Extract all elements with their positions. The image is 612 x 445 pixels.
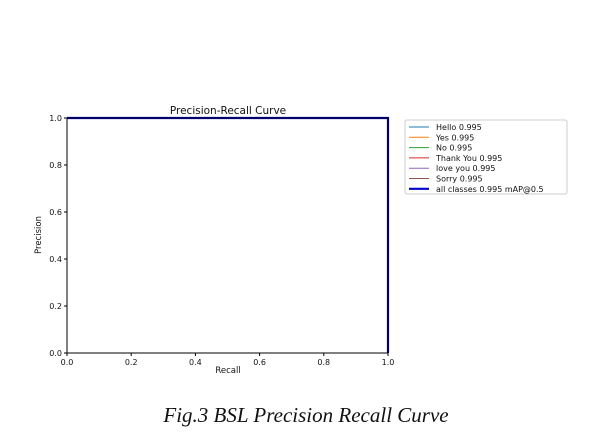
legend-label: Thank You 0.995	[435, 154, 502, 163]
series-line-0	[67, 117, 389, 353]
x-tick-label: 0.8	[317, 358, 330, 367]
y-axis-label: Precision	[34, 216, 44, 254]
chart-title: Precision-Recall Curve	[170, 105, 286, 117]
series-line-1	[67, 117, 389, 353]
plot-frame	[66, 117, 389, 354]
series-line-4	[67, 117, 389, 353]
x-tick-label: 0.2	[125, 358, 138, 367]
y-axis-ticks: 0.0 0.2 0.4 0.6 0.8 1.0	[49, 114, 67, 358]
figure-caption: Fig.3 BSL Precision Recall Curve	[163, 403, 449, 427]
y-tick-label: 1.0	[49, 114, 62, 123]
legend-label: love you 0.995	[436, 164, 495, 173]
plot-series	[67, 116, 390, 353]
x-tick-label: 0.4	[189, 358, 202, 367]
legend-label: Yes 0.995	[435, 133, 474, 142]
x-tick-label: 0.0	[61, 358, 74, 367]
legend-label: Sorry 0.995	[436, 175, 483, 184]
x-axis-label: Recall	[215, 366, 240, 376]
series-line-5	[67, 117, 389, 353]
legend-label: Hello 0.995	[436, 123, 482, 132]
y-tick-label: 0.0	[49, 349, 62, 358]
series-line-6	[67, 116, 390, 353]
legend-box	[404, 119, 568, 195]
series-line-2	[67, 117, 389, 353]
legend-label: all classes 0.995 mAP@0.5	[436, 185, 544, 194]
x-axis-ticks: 0.0 0.2 0.4 0.6 0.8 1.0	[61, 353, 395, 367]
legend-label: No 0.995	[436, 144, 472, 153]
y-tick-label: 0.2	[49, 302, 62, 311]
y-tick-label: 0.8	[49, 161, 62, 170]
y-tick-label: 0.6	[49, 208, 62, 217]
x-tick-label: 0.6	[253, 358, 266, 367]
y-tick-label: 0.4	[49, 255, 62, 264]
x-tick-label: 1.0	[382, 358, 395, 367]
series-line-3	[67, 117, 389, 353]
